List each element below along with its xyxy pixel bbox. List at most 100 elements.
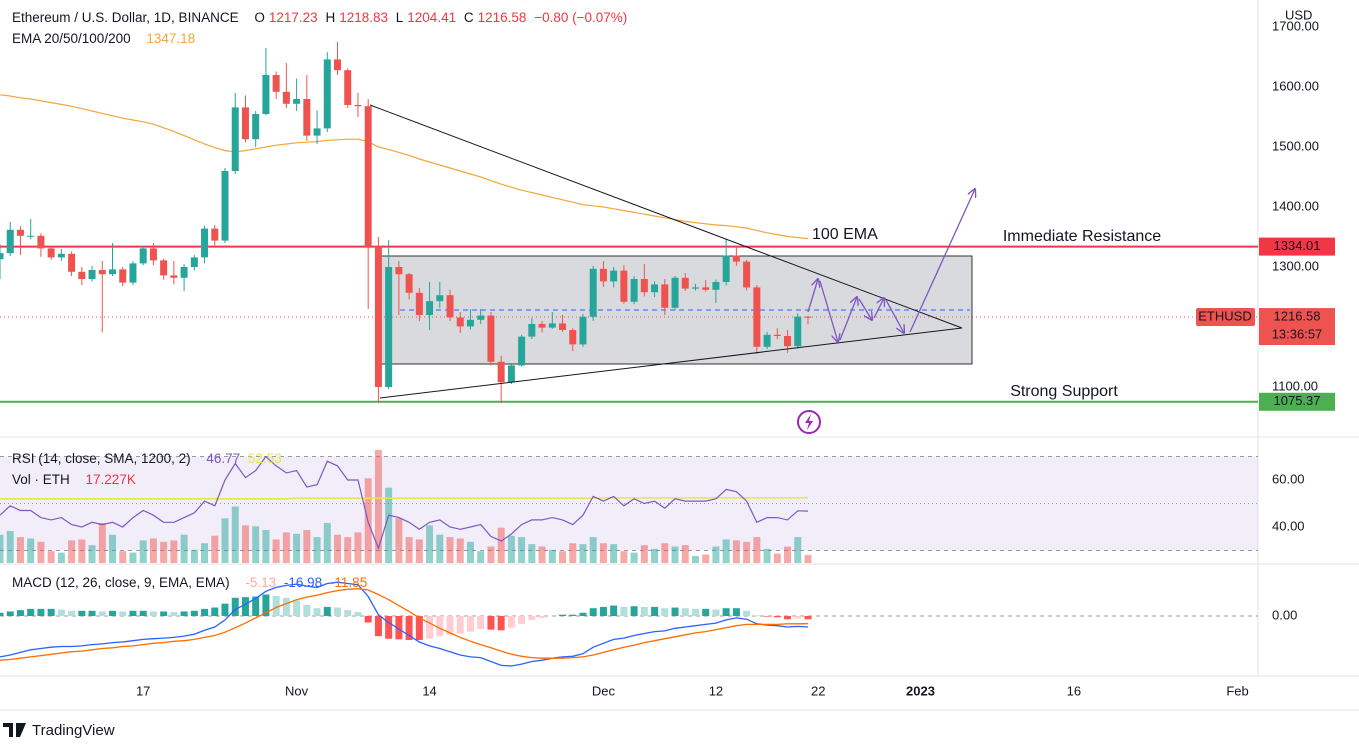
histogram-bar: [395, 615, 403, 640]
logo-text[interactable]: TradingView: [32, 722, 115, 739]
candle-body: [538, 324, 546, 328]
candle-body: [37, 235, 45, 249]
volume-bar: [37, 541, 45, 563]
candle-body: [630, 279, 638, 302]
candle-body: [589, 268, 597, 317]
ohlc-label: L: [395, 10, 404, 25]
y-tick-label: 1500.00: [1272, 138, 1319, 153]
histogram-bar: [88, 610, 96, 616]
ohlc-label: H: [325, 10, 336, 25]
histogram-bar: [293, 600, 301, 616]
volume-bar: [702, 554, 710, 563]
volume-bar: [559, 551, 567, 563]
candle-body: [201, 228, 209, 258]
histogram-bar: [47, 608, 55, 616]
x-tick-label: Feb: [1226, 683, 1248, 698]
level-price: 1334.01: [1274, 238, 1321, 253]
countdown: 13:36:57: [1272, 326, 1323, 341]
candle-body: [272, 75, 280, 92]
candle-body: [497, 361, 505, 383]
volume-bar: [671, 546, 679, 563]
histogram-bar: [385, 615, 393, 639]
level-label: Strong Support: [1010, 383, 1118, 400]
rsi-value: 46.77: [206, 451, 241, 466]
histogram-bar: [282, 597, 290, 616]
histogram-bar: [344, 610, 352, 616]
candle-body: [620, 270, 628, 302]
rsi-name: RSI (14, close, SMA, 1200, 2): [12, 451, 191, 466]
candle-body: [405, 274, 413, 293]
candle-body: [773, 334, 781, 337]
volume-bar: [78, 539, 86, 563]
volume-bar: [119, 551, 127, 563]
volume-bar: [497, 527, 505, 563]
histogram-bar: [559, 614, 567, 616]
histogram-bar: [538, 615, 546, 618]
candle-body: [221, 171, 229, 241]
histogram-bar: [78, 610, 86, 616]
histogram-bar: [98, 611, 106, 616]
volume-bar: [190, 549, 198, 563]
histogram-value: -5.13: [245, 575, 277, 590]
histogram-bar: [681, 608, 689, 616]
event-icon[interactable]: [797, 410, 821, 434]
histogram-bar: [364, 615, 372, 623]
last-price-box: [1259, 308, 1335, 346]
volume-bar: [272, 539, 280, 563]
candle-body: [6, 229, 14, 254]
x-tick-label: 16: [1067, 683, 1081, 698]
histogram-bar: [313, 608, 321, 616]
candle-body: [804, 316, 812, 318]
level-price-box: [1259, 237, 1335, 256]
histogram-bar: [436, 615, 444, 637]
histogram-bar: [139, 610, 147, 616]
histogram-bar: [16, 610, 24, 616]
histogram-bar: [640, 606, 648, 616]
histogram-bar: [262, 594, 270, 616]
candle-body: [211, 228, 219, 241]
rsi-ma-value: 52.53: [247, 451, 282, 466]
volume-header: Vol · ETH 17.227K: [12, 472, 140, 487]
histogram-bar: [569, 614, 577, 616]
event-bolt[interactable]: [805, 414, 813, 430]
histogram-bar: [784, 615, 792, 620]
candle-body: [160, 260, 168, 276]
histogram-bar: [149, 611, 157, 616]
volume-bar: [773, 553, 781, 563]
volume-bar: [374, 450, 382, 563]
ema-line: [0, 94, 809, 240]
histogram-bar: [743, 610, 751, 616]
candle-body: [702, 287, 710, 290]
histogram-bar: [712, 609, 720, 616]
arrow: [839, 297, 857, 341]
candle-body: [231, 107, 239, 172]
candle-body: [170, 275, 178, 278]
currency-label: USD: [1285, 7, 1312, 22]
histogram-bar: [68, 610, 76, 616]
histogram-bar: [160, 611, 168, 616]
candle-body: [47, 248, 55, 258]
candle-body: [548, 323, 556, 328]
logo[interactable]: TradingView: [3, 722, 115, 739]
logo-mark[interactable]: [3, 723, 26, 737]
histogram-bar: [354, 612, 362, 616]
volume-bar: [211, 535, 219, 563]
histogram-bar: [487, 615, 495, 630]
volume-bar: [446, 537, 454, 563]
trendline: [379, 327, 963, 399]
candle-body: [784, 336, 792, 347]
histogram-bar: [620, 606, 628, 616]
volume-bar: [538, 546, 546, 563]
histogram-bar: [119, 611, 127, 616]
histogram-bar: [497, 615, 505, 631]
candle-body: [303, 99, 311, 136]
last-price: 1216.58: [1274, 308, 1321, 323]
histogram-bar: [702, 608, 710, 616]
candle-body: [344, 70, 352, 106]
volume-bar: [0, 534, 4, 563]
volume-bar: [27, 538, 35, 563]
candle-body: [262, 75, 270, 115]
candle-body: [98, 270, 106, 275]
volume-bar: [149, 538, 157, 563]
macd-header: MACD (12, 26, close, 9, EMA, EMA) -5.13 …: [12, 575, 371, 590]
